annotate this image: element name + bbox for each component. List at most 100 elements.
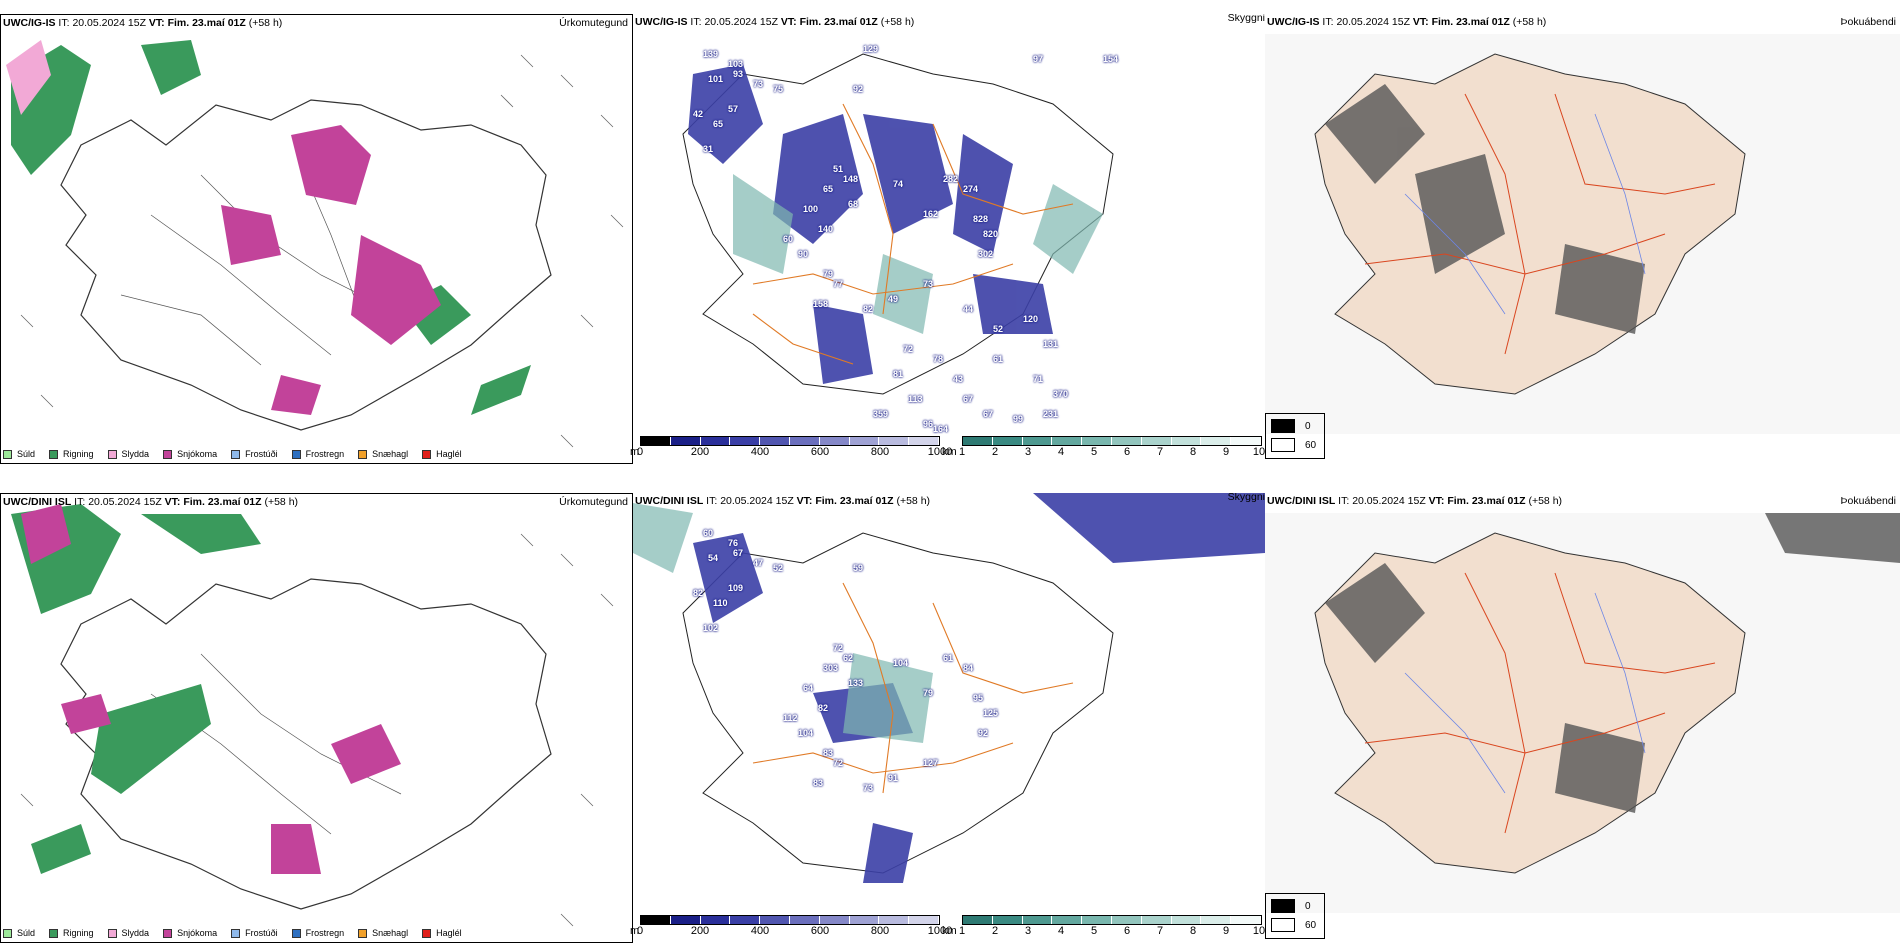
legend-item: Frostúði: [231, 928, 278, 938]
model-name: UWC/IG-IS: [1267, 16, 1320, 28]
legend-item: Rigning: [49, 928, 94, 938]
tick-label: 6: [1123, 925, 1131, 937]
visibility-value: 162: [923, 209, 939, 219]
legend-swatch: [163, 449, 173, 459]
legend-label: Snjókoma: [177, 449, 218, 459]
iceland-map: [633, 493, 1265, 883]
visibility-value: 91: [888, 773, 899, 783]
visibility-value: 102: [703, 623, 719, 633]
visibility-value: 67: [733, 548, 744, 558]
init-label: IT:: [74, 496, 86, 508]
fog-legend-swatch: [1271, 438, 1295, 452]
legend-label: Súld: [17, 928, 36, 938]
init-time: 20.05.2024 15Z: [720, 495, 794, 507]
legend-label: Rigning: [63, 449, 94, 459]
scale-unit: km: [942, 446, 957, 458]
panel-header: UWC/DINI ISL IT: 20.05.2024 15Z VT: Fim.…: [635, 495, 930, 507]
visibility-value: 282: [943, 174, 959, 184]
legend-item: Slydda: [107, 449, 149, 459]
visibility-value: 133: [848, 678, 864, 688]
visibility-value: 120: [1023, 314, 1039, 324]
visibility-value: 51: [833, 164, 844, 174]
visibility-value: 74: [893, 179, 904, 189]
tick-label: 1: [958, 925, 966, 937]
init-time: 20.05.2024 15Z: [704, 16, 778, 28]
lead-time: (+58 h): [1512, 16, 1547, 28]
visibility-value: 73: [753, 79, 764, 89]
init-label: IT:: [1338, 495, 1350, 507]
visibility-value: 79: [823, 269, 834, 279]
visibility-value: 828: [973, 214, 989, 224]
tick-label: 1: [958, 446, 966, 458]
legend-item: Rigning: [49, 449, 94, 459]
legend-item: Súld: [3, 449, 35, 459]
visibility-value: 54: [708, 553, 719, 563]
visibility-value: 61: [993, 354, 1004, 364]
visibility-value: 820: [983, 229, 999, 239]
fog-legend-swatch: [1271, 918, 1295, 932]
legend-label: Súld: [17, 449, 36, 459]
precip-legend: Súld Rigning Slydda Snjókoma Frostúði Fr…: [3, 928, 462, 938]
tick-label: 2: [991, 925, 999, 937]
visibility-value: 59: [853, 563, 864, 573]
visibility-value: 125: [983, 708, 999, 718]
legend-swatch: [358, 449, 368, 459]
visibility-value: 57: [728, 104, 739, 114]
legend-label: Rigning: [63, 928, 94, 938]
visibility-value: 99: [1013, 414, 1024, 424]
tick-label: 9: [1222, 925, 1230, 937]
legend-item: Snjókoma: [163, 928, 217, 938]
fog-legend-label: 60: [1305, 919, 1317, 931]
precip-type-panel-bottom: UWC/DINI ISL IT: 20.05.2024 15Z VT: Fim.…: [0, 493, 633, 943]
visibility-scale: 1 2 3 4 5 6 7 8 9 10 km: [942, 436, 1265, 458]
visibility-value: 64: [803, 683, 814, 693]
visibility-value: 109: [728, 583, 744, 593]
visibility-value: 113: [908, 394, 923, 404]
visibility-value: 79: [923, 688, 934, 698]
valid-time: Fim. 23.maí 01Z: [1431, 16, 1510, 28]
visibility-value: 148: [843, 174, 859, 184]
tick-label: 2: [991, 446, 999, 458]
visibility-value: 73: [863, 783, 874, 793]
tick-label: 8: [1189, 446, 1197, 458]
visibility-value: 60: [783, 234, 794, 244]
visibility-value: 274: [963, 184, 979, 194]
legend-swatch: [49, 928, 59, 938]
color-bar: [962, 915, 1262, 925]
legend-swatch: [107, 928, 117, 938]
panel-header: UWC/IG-IS IT: 20.05.2024 15Z VT: Fim. 23…: [1267, 16, 1546, 28]
fog-legend: 0 60: [1265, 893, 1325, 939]
valid-time: Fim. 23.maí 01Z: [799, 16, 878, 28]
legend-item: Frostregn: [291, 928, 344, 938]
tick-label: 600: [810, 925, 830, 937]
tick-label: 5: [1090, 925, 1098, 937]
legend-label: Slydda: [121, 928, 150, 938]
valid-time: Fim. 23.maí 01Z: [815, 495, 894, 507]
visibility-value: 129: [863, 44, 879, 54]
legend-swatch: [291, 449, 301, 459]
visibility-value: 164: [933, 424, 949, 434]
visibility-value: 127: [923, 758, 939, 768]
model-name: UWC/IG-IS: [635, 16, 688, 28]
legend-label: Frostregn: [305, 449, 345, 459]
visibility-value: 82: [818, 703, 829, 713]
panel-title: Úrkomutegund: [559, 17, 628, 29]
visibility-value: 158: [813, 299, 829, 309]
valid-label: VT:: [148, 17, 165, 29]
init-label: IT:: [1322, 16, 1334, 28]
visibility-value: 73: [923, 279, 934, 289]
cloud-base-scale: 0 200 400 600 800 1000 m: [630, 436, 952, 458]
visibility-value: 303: [823, 663, 839, 673]
tick-label: 400: [750, 446, 770, 458]
legend-item: Slydda: [107, 928, 150, 938]
legend-item: Frostúði: [231, 449, 278, 459]
visibility-value: 72: [903, 344, 914, 354]
visibility-value: 71: [1033, 374, 1044, 384]
legend-item: Frostregn: [291, 449, 345, 459]
visibility-value: 67: [983, 409, 994, 419]
fog-index-panel-bottom: UWC/DINI ISL IT: 20.05.2024 15Z VT: Fim.…: [1265, 493, 1900, 913]
fog-legend-swatch: [1271, 899, 1295, 913]
valid-label: VT:: [164, 496, 181, 508]
fog-legend-label: 0: [1305, 900, 1311, 912]
visibility-value: 44: [963, 304, 974, 314]
